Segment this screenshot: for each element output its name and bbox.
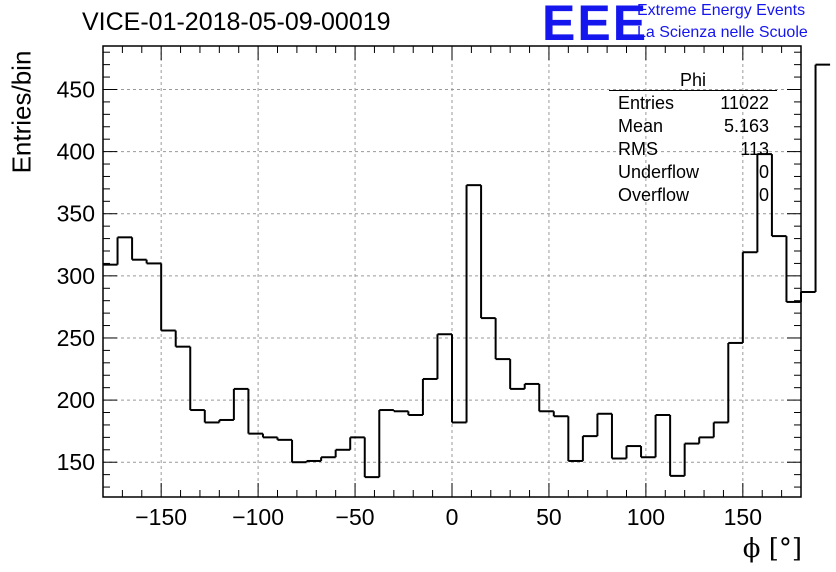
y-tick-label: 450 [57, 76, 95, 102]
stats-label: RMS [618, 139, 658, 159]
stats-label: Mean [618, 116, 664, 136]
stats-row-rms: RMS 113 [618, 139, 769, 162]
stats-value: 0 [758, 162, 769, 182]
x-axis-label: ϕ [°] [742, 534, 802, 564]
x-tick-label: 150 [724, 504, 762, 530]
y-tick-label: 250 [57, 325, 95, 351]
x-tick-label: −150 [135, 504, 187, 530]
stats-value: 11022 [720, 93, 769, 113]
plot-title: VICE-01-2018-05-09-00019 [82, 8, 391, 36]
logo-line-2: La Scienza nelle Scuole [637, 24, 808, 41]
x-tick-label: −100 [232, 504, 284, 530]
y-tick-label: 400 [57, 139, 95, 165]
stats-row-overflow: Overflow 0 [618, 185, 769, 208]
stats-row-underflow: Underflow 0 [618, 162, 769, 185]
stats-value: 113 [740, 139, 769, 159]
logo-line-1: Extreme Energy Events [637, 2, 806, 19]
x-tick-label: −50 [336, 504, 375, 530]
x-tick-label: 100 [627, 504, 665, 530]
stats-label: Overflow [618, 185, 690, 205]
histogram-series [103, 63, 831, 479]
y-tick-label: 200 [57, 387, 95, 413]
y-tick-label: 300 [57, 263, 95, 289]
stats-value: 0 [758, 185, 769, 205]
stats-title: Phi [679, 70, 706, 90]
stats-title-rule [609, 90, 777, 91]
eee-logo-mark: EEE [542, 0, 649, 51]
y-axis-label: Entries/bin [6, 50, 37, 174]
stats-row-entries: Entries 11022 [618, 93, 769, 116]
x-tick-label: 0 [446, 504, 459, 530]
stats-label: Entries [618, 93, 675, 113]
axis-ticks: −150 −100 −50 0 50 100 150 150 200 250 300 350 400 45… [57, 46, 801, 530]
y-tick-label: 150 [57, 449, 95, 475]
x-tick-label: 50 [536, 504, 562, 530]
statistics-box: Phi Entries 11022 Mean 5.163 RMS 113 Und… [609, 70, 777, 210]
stats-label: Underflow [618, 162, 700, 182]
stats-value: 5.163 [723, 116, 769, 136]
y-tick-label: 350 [57, 201, 95, 227]
stats-row-mean: Mean 5.163 [618, 116, 769, 139]
